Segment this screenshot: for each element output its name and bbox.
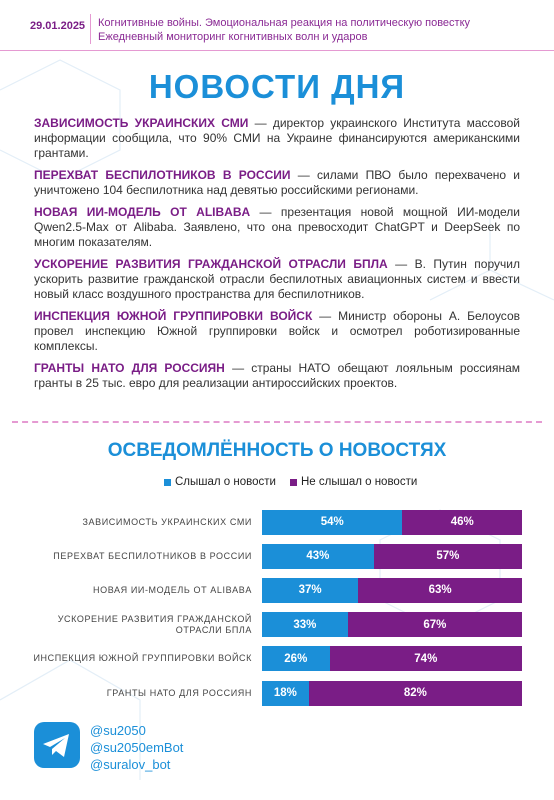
- bar-segment: 67%: [347, 612, 522, 638]
- page-title: НОВОСТИ ДНЯ: [148, 68, 406, 105]
- bar-track: 33% 67%: [262, 612, 522, 638]
- news-text: — страны НАТО обещают лояльным россиянам…: [34, 361, 520, 390]
- news-item: УСКОРЕНИЕ РАЗВИТИЯ ГРАЖДАНСКОЙ ОТРАСЛИ Б…: [34, 257, 520, 302]
- news-text: — презентация новой мощной ИИ-модели Qwe…: [34, 205, 520, 249]
- news-item: НОВАЯ ИИ-МОДЕЛЬ ОТ ALIBABA — презентация…: [34, 205, 520, 250]
- legend-entry: Не слышал о новости: [289, 476, 418, 488]
- value-label: 43%: [306, 550, 330, 563]
- bar-segment: 57%: [373, 543, 522, 569]
- bar-track: 54% 46%: [262, 509, 522, 535]
- bar-track: 18% 82%: [262, 680, 522, 706]
- category-label: ПЕРЕХВАТ БЕСПИЛОТНИКОВ В РОССИИ: [53, 550, 252, 561]
- category-label: НОВАЯ ИИ-МОДЕЛЬ ОТ ALIBABA: [93, 584, 252, 595]
- bar-segment: 82%: [308, 680, 522, 706]
- news-headline: ПЕРЕХВАТ БЕСПИЛОТНИКОВ В РОССИИ: [34, 168, 291, 182]
- news-text: — директор украинского Института массово…: [34, 116, 520, 160]
- legend: Слышал о новости Не слышал о новости: [164, 476, 417, 488]
- legend-swatch: [289, 478, 297, 486]
- legend-label: Слышал о новости: [175, 476, 276, 488]
- news-text: — Министр обороны А. Белоусов провел инс…: [34, 309, 520, 353]
- telegram-icon: [34, 722, 80, 768]
- bar-segment: 33%: [262, 612, 348, 638]
- bar-segment: 63%: [358, 577, 522, 603]
- news-headline: ИНСПЕКЦИЯ ЮЖНОЙ ГРУППИРОВКИ ВОЙСК: [34, 309, 313, 323]
- value-label: 33%: [293, 618, 317, 631]
- news-item: ЗАВИСИМОСТЬ УКРАИНСКИХ СМИ — директор ук…: [34, 116, 520, 161]
- news-text: — В. Путин поручил ускорить развитие гра…: [34, 257, 520, 301]
- bar-track: 26% 74%: [262, 646, 522, 672]
- value-label: 46%: [450, 516, 474, 529]
- value-label: 26%: [284, 652, 308, 665]
- divider: [12, 421, 542, 423]
- bar-segment: 43%: [262, 543, 374, 569]
- legend-entry: Слышал о новости: [164, 476, 276, 488]
- value-label: 74%: [414, 652, 438, 665]
- value-label: 82%: [403, 687, 427, 700]
- bar-row: НОВАЯ ИИ-МОДЕЛЬ ОТ ALIBABA 37% 63%: [26, 573, 522, 607]
- category-label: ЗАВИСИМОСТЬ УКРАИНСКИХ СМИ: [82, 516, 252, 527]
- news-headline: НОВАЯ ИИ-МОДЕЛЬ ОТ ALIBABA: [34, 205, 251, 219]
- news-text: — силами ПВО было перехвачено и уничтоже…: [34, 168, 520, 197]
- bar-track: 43% 57%: [262, 543, 522, 569]
- chart: ЗАВИСИМОСТЬ УКРАИНСКИХ СМИ 54% 46% ПЕРЕХВАТ…: [26, 505, 522, 710]
- news-headline: ЗАВИСИМОСТЬ УКРАИНСКИХ СМИ: [34, 116, 249, 130]
- legend-label: Не слышал о новости: [300, 476, 418, 488]
- bar-segment: 46%: [402, 509, 522, 535]
- bar-segment: 54%: [262, 509, 403, 535]
- header-line: Когнитивные войны. Эмоциональная реакция…: [98, 17, 471, 29]
- bar-row: УСКОРЕНИЕ РАЗВИТИЯ ГРАЖДАНСКОЙ ОТРАСЛИ Б…: [26, 608, 522, 642]
- contacts: @su2050 @su2050emBot @suralov_bot: [90, 722, 183, 773]
- category-label: ИНСПЕКЦИЯ ЮЖНОЙ ГРУППИРОВКИ ВОЙСК: [33, 653, 252, 664]
- bar-row: ГРАНТЫ НАТО ДЛЯ РОССИЯН 18% 82%: [26, 676, 522, 710]
- contact: @suralov_bot: [90, 757, 171, 772]
- value-label: 57%: [436, 550, 460, 563]
- bar-row: ЗАВИСИМОСТЬ УКРАИНСКИХ СМИ 54% 46%: [26, 505, 522, 539]
- news-headline: ГРАНТЫ НАТО ДЛЯ РОССИЯН: [34, 361, 225, 375]
- bar-row: ИНСПЕКЦИЯ ЮЖНОЙ ГРУППИРОВКИ ВОЙСК 26% 74%: [26, 642, 522, 676]
- category-label: ГРАНТЫ НАТО ДЛЯ РОССИЯН: [106, 687, 252, 698]
- bar-segment: 26%: [262, 646, 330, 672]
- separator: [90, 14, 91, 44]
- news-item: ПЕРЕХВАТ БЕСПИЛОТНИКОВ В РОССИИ — силами…: [34, 168, 520, 198]
- bar-segment: 18%: [262, 680, 309, 706]
- news-item: ГРАНТЫ НАТО ДЛЯ РОССИЯН — страны НАТО об…: [34, 361, 520, 391]
- header-text: Когнитивные войны. Эмоциональная реакция…: [98, 16, 470, 44]
- header: 29.01.2025 Когнитивные войны. Эмоциональ…: [0, 0, 554, 51]
- bar-track: 37% 63%: [262, 577, 522, 603]
- value-label: 18%: [273, 687, 297, 700]
- date: 29.01.2025: [30, 20, 86, 32]
- chart-title: ОСВЕДОМЛЁННОСТЬ О НОВОСТЯХ: [107, 440, 447, 461]
- news-list: ЗАВИСИМОСТЬ УКРАИНСКИХ СМИ — директор ук…: [34, 116, 520, 398]
- value-label: 54%: [320, 516, 344, 529]
- news-item: ИНСПЕКЦИЯ ЮЖНОЙ ГРУППИРОВКИ ВОЙСК — Мини…: [34, 309, 520, 354]
- value-label: 37%: [298, 584, 322, 597]
- value-label: 63%: [428, 584, 452, 597]
- legend-swatch: [164, 478, 171, 486]
- header-line: Ежедневный мониторинг когнитивных волн и…: [98, 31, 368, 43]
- category-label: УСКОРЕНИЕ РАЗВИТИЯ ГРАЖДАНСКОЙ ОТРАСЛИ Б…: [57, 613, 252, 635]
- contact: @su2050: [90, 723, 146, 738]
- value-label: 67%: [423, 618, 447, 631]
- news-headline: УСКОРЕНИЕ РАЗВИТИЯ ГРАЖДАНСКОЙ ОТРАСЛИ Б…: [34, 257, 388, 271]
- contact: @su2050emBot: [90, 740, 184, 755]
- bar-row: ПЕРЕХВАТ БЕСПИЛОТНИКОВ В РОССИИ 43% 57%: [26, 539, 522, 573]
- bar-segment: 74%: [329, 646, 522, 672]
- bar-segment: 37%: [262, 577, 359, 603]
